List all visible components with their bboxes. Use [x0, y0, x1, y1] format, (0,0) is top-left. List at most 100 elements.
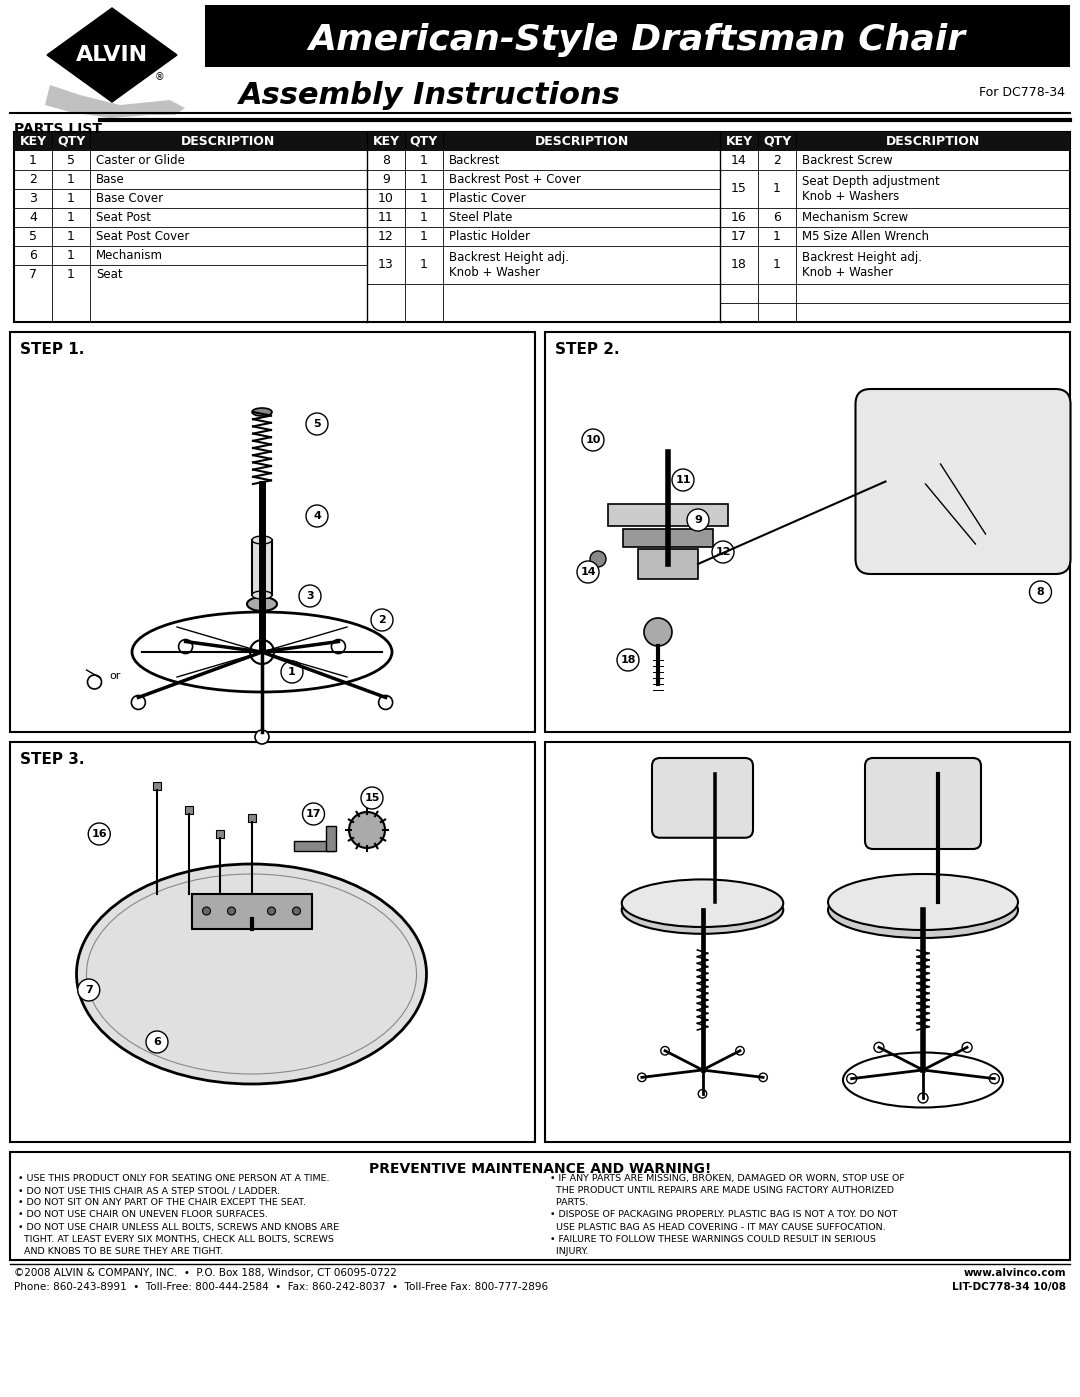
Text: 5: 5: [29, 231, 37, 243]
Circle shape: [699, 1090, 706, 1098]
Ellipse shape: [622, 879, 783, 928]
Text: 1: 1: [420, 191, 428, 205]
Bar: [638, 549, 698, 578]
Text: For DC778-34: For DC778-34: [978, 85, 1065, 99]
Circle shape: [89, 823, 110, 845]
Text: 6: 6: [773, 211, 781, 224]
Circle shape: [178, 640, 192, 654]
Text: 17: 17: [731, 231, 747, 243]
Text: Mechanism Screw: Mechanism Screw: [802, 211, 908, 224]
Text: 8: 8: [382, 154, 390, 168]
Text: M5 Size Allen Wrench: M5 Size Allen Wrench: [802, 231, 929, 243]
FancyBboxPatch shape: [865, 759, 981, 849]
Bar: [191, 894, 311, 929]
Bar: [325, 826, 336, 851]
Circle shape: [661, 1046, 670, 1055]
Text: American-Style Draftsman Chair: American-Style Draftsman Chair: [309, 22, 966, 57]
Text: 16: 16: [92, 828, 107, 840]
Circle shape: [146, 1031, 168, 1053]
Text: 2: 2: [378, 615, 386, 624]
Text: • USE THIS PRODUCT ONLY FOR SEATING ONE PERSON AT A TIME.
• DO NOT USE THIS CHAI: • USE THIS PRODUCT ONLY FOR SEATING ONE …: [18, 1173, 339, 1256]
Bar: [205, 6, 1070, 67]
Text: 4: 4: [313, 511, 321, 521]
Bar: [153, 782, 161, 789]
Text: QTY: QTY: [410, 136, 438, 148]
Text: 18: 18: [731, 258, 747, 271]
Ellipse shape: [828, 882, 1018, 937]
Circle shape: [735, 1046, 744, 1055]
FancyBboxPatch shape: [855, 388, 1070, 574]
Text: ®: ®: [156, 73, 165, 82]
Text: or: or: [109, 671, 121, 680]
Text: Backrest Height adj.
Knob + Washer: Backrest Height adj. Knob + Washer: [449, 250, 569, 279]
Ellipse shape: [622, 886, 783, 933]
Text: 1: 1: [420, 211, 428, 224]
Text: 1: 1: [773, 231, 781, 243]
Text: Base: Base: [96, 173, 125, 186]
Circle shape: [299, 585, 321, 608]
Text: Steel Plate: Steel Plate: [449, 211, 512, 224]
Text: DESCRIPTION: DESCRIPTION: [886, 136, 981, 148]
Text: 1: 1: [420, 231, 428, 243]
Circle shape: [361, 787, 383, 809]
Circle shape: [349, 812, 384, 848]
Text: Caster or Glide: Caster or Glide: [96, 154, 185, 168]
Circle shape: [847, 1074, 856, 1084]
Text: Plastic Holder: Plastic Holder: [449, 231, 530, 243]
Ellipse shape: [252, 591, 272, 599]
Text: Assembly Instructions: Assembly Instructions: [239, 81, 621, 109]
Text: Plastic Cover: Plastic Cover: [449, 191, 526, 205]
Text: 7: 7: [85, 985, 93, 995]
Circle shape: [268, 907, 275, 915]
Polygon shape: [48, 8, 177, 102]
Text: 1: 1: [67, 231, 75, 243]
Text: 14: 14: [580, 567, 596, 577]
Ellipse shape: [247, 597, 276, 610]
Text: 11: 11: [675, 475, 691, 485]
Circle shape: [281, 661, 303, 683]
Text: DESCRIPTION: DESCRIPTION: [181, 136, 275, 148]
Text: KEY: KEY: [19, 136, 46, 148]
Ellipse shape: [828, 875, 1018, 930]
Bar: [294, 841, 334, 851]
Text: Backrest: Backrest: [449, 154, 500, 168]
Text: KEY: KEY: [373, 136, 400, 148]
Bar: [14, 131, 1070, 151]
Bar: [247, 814, 256, 821]
Bar: [608, 504, 728, 527]
Text: 6: 6: [29, 249, 37, 263]
Circle shape: [590, 550, 606, 567]
Circle shape: [644, 617, 672, 645]
Text: STEP 1.: STEP 1.: [21, 342, 84, 358]
Text: 12: 12: [715, 548, 731, 557]
Text: Seat Post Cover: Seat Post Cover: [96, 231, 189, 243]
Text: 2: 2: [773, 154, 781, 168]
Text: Backrest Height adj.
Knob + Washer: Backrest Height adj. Knob + Washer: [802, 250, 922, 279]
Ellipse shape: [77, 863, 427, 1084]
Circle shape: [759, 1073, 768, 1081]
Circle shape: [306, 414, 328, 434]
Circle shape: [132, 696, 146, 710]
Text: 7: 7: [29, 268, 37, 281]
Circle shape: [874, 1042, 883, 1052]
Text: 4: 4: [29, 211, 37, 224]
Circle shape: [637, 1073, 646, 1081]
Text: 1: 1: [773, 258, 781, 271]
Text: 3: 3: [29, 191, 37, 205]
Circle shape: [577, 562, 599, 583]
Circle shape: [228, 907, 235, 915]
Text: Base Cover: Base Cover: [96, 191, 163, 205]
FancyBboxPatch shape: [652, 759, 753, 838]
Text: ALVIN: ALVIN: [76, 45, 148, 66]
Bar: [14, 131, 1070, 321]
Text: 2: 2: [29, 173, 37, 186]
Bar: [185, 806, 192, 814]
Bar: [545, 742, 1070, 1141]
Text: 1: 1: [29, 154, 37, 168]
Text: 1: 1: [420, 173, 428, 186]
Circle shape: [1029, 581, 1052, 604]
Circle shape: [989, 1074, 999, 1084]
Circle shape: [249, 640, 274, 664]
Bar: [545, 332, 1070, 732]
Circle shape: [293, 907, 300, 915]
